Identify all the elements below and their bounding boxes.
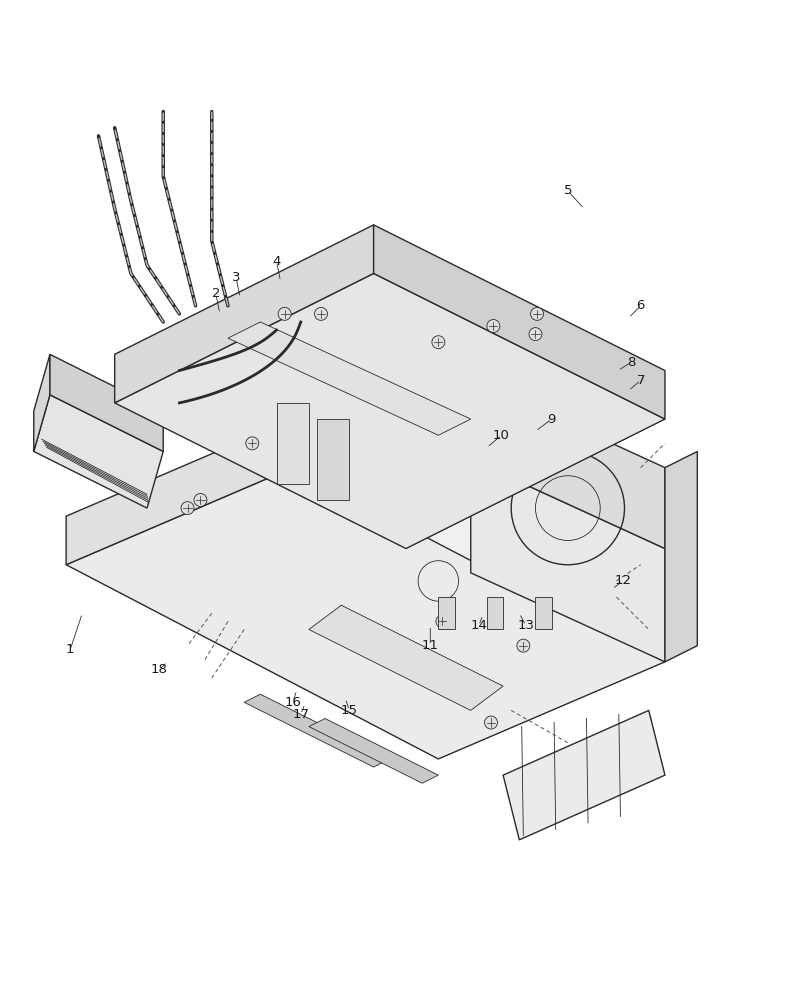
Polygon shape	[244, 694, 389, 767]
FancyBboxPatch shape	[534, 597, 551, 629]
Text: 8: 8	[626, 356, 634, 369]
Text: 15: 15	[341, 704, 358, 717]
Text: 5: 5	[563, 184, 572, 197]
Circle shape	[517, 639, 529, 652]
Polygon shape	[389, 403, 664, 597]
FancyBboxPatch shape	[277, 403, 308, 484]
Circle shape	[484, 716, 497, 729]
FancyBboxPatch shape	[438, 597, 454, 629]
Text: 13: 13	[517, 619, 534, 632]
Polygon shape	[228, 322, 470, 435]
Circle shape	[194, 494, 207, 506]
Text: 7: 7	[636, 374, 644, 387]
Polygon shape	[34, 354, 50, 451]
Text: 2: 2	[212, 287, 220, 300]
Circle shape	[487, 320, 500, 332]
Polygon shape	[470, 379, 664, 549]
Text: 1: 1	[66, 643, 75, 656]
Polygon shape	[114, 273, 664, 549]
Text: 17: 17	[292, 708, 309, 721]
Polygon shape	[470, 460, 664, 662]
Polygon shape	[308, 718, 438, 783]
Text: 9: 9	[547, 413, 556, 426]
Circle shape	[530, 307, 543, 320]
Text: 11: 11	[421, 639, 438, 652]
Polygon shape	[66, 419, 292, 565]
Polygon shape	[503, 710, 664, 840]
Text: 10: 10	[492, 429, 509, 442]
Circle shape	[528, 328, 541, 341]
Polygon shape	[50, 354, 163, 451]
Polygon shape	[66, 468, 664, 759]
Circle shape	[278, 307, 290, 320]
Polygon shape	[228, 468, 664, 678]
Polygon shape	[114, 225, 373, 403]
Circle shape	[181, 502, 194, 515]
Text: 4: 4	[272, 255, 281, 268]
Text: 6: 6	[636, 299, 644, 312]
Polygon shape	[373, 225, 664, 419]
Circle shape	[431, 336, 444, 349]
Circle shape	[314, 307, 327, 320]
Text: 14: 14	[470, 619, 487, 632]
FancyBboxPatch shape	[487, 597, 503, 629]
Polygon shape	[228, 403, 389, 549]
Polygon shape	[308, 605, 503, 710]
Circle shape	[246, 437, 259, 450]
Text: 3: 3	[231, 271, 240, 284]
Polygon shape	[34, 395, 163, 508]
Polygon shape	[664, 451, 697, 662]
Text: 12: 12	[614, 574, 631, 587]
Text: 18: 18	[151, 663, 167, 676]
FancyBboxPatch shape	[316, 419, 349, 500]
Text: 16: 16	[284, 696, 301, 709]
Circle shape	[436, 615, 448, 628]
